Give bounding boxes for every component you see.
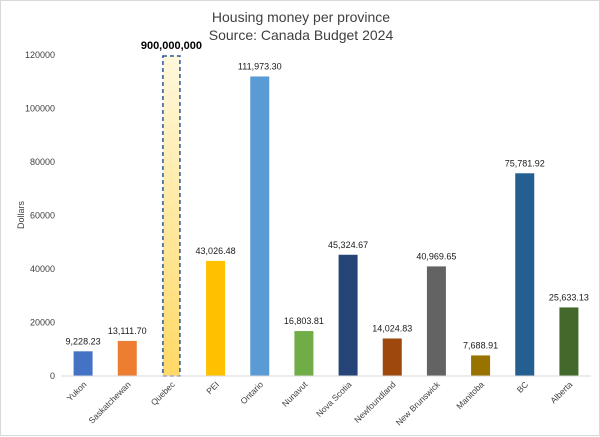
x-tick-label: Saskatchewan	[86, 379, 132, 425]
x-tick-label: PEI	[204, 379, 221, 396]
y-tick-label: 20000	[30, 318, 55, 328]
y-tick-label: 60000	[30, 211, 55, 221]
data-label: 14,024.83	[372, 323, 412, 333]
y-axis: 0 20000 40000 60000 80000 100000 120000	[25, 50, 55, 381]
chart-title: Housing money per province	[212, 9, 390, 25]
chart-subtitle: Source: Canada Budget 2024	[209, 27, 394, 43]
data-labels: 9,228.23 13,111.70 900,000,000 43,026.48 111…	[66, 40, 589, 350]
y-axis-title: Dollars	[16, 201, 26, 230]
x-tick-label: Ontario	[238, 379, 265, 406]
y-tick-label: 80000	[30, 157, 55, 167]
bar-quebec	[162, 55, 181, 377]
data-label: 9,228.23	[66, 336, 101, 346]
bar-manitoba	[471, 355, 491, 376]
data-label: 40,969.65	[416, 251, 456, 261]
bar-yukon	[73, 351, 93, 376]
data-label: 16,803.81	[284, 316, 324, 326]
x-tick-label: Newfoundland	[352, 379, 398, 425]
bar-nova-scotia	[338, 254, 358, 376]
y-tick-label: 120000	[25, 50, 55, 60]
x-tick-label: New Brunswick	[394, 379, 443, 428]
data-label: 111,973.30	[238, 61, 282, 71]
data-label: 13,111.70	[108, 326, 147, 336]
y-tick-label: 40000	[30, 264, 55, 274]
x-tick-label: Yukon	[65, 379, 89, 403]
x-tick-label: Nova Scotia	[314, 379, 354, 419]
data-label: 43,026.48	[196, 246, 236, 256]
data-label: 45,324.67	[328, 240, 368, 250]
data-label: 7,688.91	[463, 340, 498, 350]
bar-bc	[515, 173, 535, 376]
bar-saskatchewan	[117, 340, 137, 376]
bar-new-brunswick	[426, 266, 446, 376]
x-tick-label: BC	[515, 379, 530, 394]
bar-alberta	[559, 307, 579, 376]
bar-ontario	[250, 76, 270, 376]
bars	[73, 55, 579, 377]
y-tick-label: 100000	[25, 104, 55, 114]
x-tick-label: Nunavut	[280, 379, 310, 409]
bar-pei	[206, 260, 226, 376]
bar-nunavut	[294, 331, 314, 376]
data-label: 25,633.13	[549, 292, 589, 302]
x-tick-label: Alberta	[548, 379, 574, 405]
x-tick-label: Manitoba	[454, 379, 486, 411]
y-tick-label: 0	[50, 371, 55, 381]
data-label: 900,000,000	[141, 40, 202, 52]
x-tick-label: Quebec	[149, 379, 178, 408]
data-label: 75,781.92	[505, 158, 545, 168]
bar-newfoundland	[382, 338, 402, 376]
